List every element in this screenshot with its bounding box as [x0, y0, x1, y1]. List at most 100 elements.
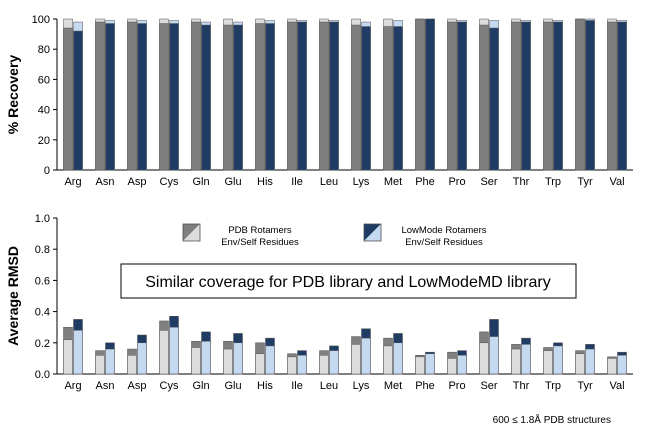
- x-tick-label: Val: [609, 176, 624, 188]
- lowmode-self-bar: [73, 330, 83, 375]
- x-tick-label: Asn: [96, 380, 115, 392]
- x-tick-label: Ile: [291, 380, 303, 392]
- x-tick-label: Lys: [353, 380, 370, 392]
- x-tick-label: Arg: [64, 176, 81, 188]
- pdb-env-bar: [127, 21, 137, 171]
- lowmode-self-bar: [233, 342, 243, 375]
- callout-text: Similar coverage for PDB library and Low…: [145, 274, 550, 291]
- pdb-env-bar: [415, 18, 425, 171]
- lowmode-self-bar: [201, 340, 211, 375]
- pdb-self-bar: [479, 342, 489, 375]
- legend-swatch-lowmode: [363, 223, 382, 242]
- pdb-self-bar: [63, 339, 73, 375]
- x-tick-label: Lys: [353, 176, 370, 188]
- pdb-self-bar: [255, 353, 265, 375]
- lowmode-env-bar: [265, 23, 275, 171]
- pdb-env-bar: [63, 27, 73, 171]
- y-tick-label: 0.4: [35, 307, 50, 319]
- rmsd-chart: 0.0 0.2 0.4 0.6 0.8 1.0 Average RMSD Arg Asn Asp C…: [5, 213, 633, 392]
- x-tick-label: Asp: [128, 176, 147, 188]
- lowmode-self-bar: [457, 355, 467, 375]
- x-tick-label: Asn: [96, 176, 115, 188]
- lowmode-env-bar: [457, 21, 467, 171]
- x-tick-label: Asp: [128, 380, 147, 392]
- y-tick-label: 0.6: [35, 275, 50, 287]
- x-tick-label: Phe: [415, 176, 435, 188]
- lowmode-env-bar: [137, 23, 147, 171]
- lowmode-env-bar: [361, 26, 371, 171]
- x-tick-label: Met: [384, 176, 402, 188]
- x-tick-label: Pro: [448, 176, 465, 188]
- y-tick-label: 0.8: [35, 244, 50, 256]
- legend-swatch-pdb-self: [183, 224, 200, 241]
- lowmode-self-bar: [585, 348, 595, 375]
- pdb-self-bar: [415, 356, 425, 375]
- x-tick-label: Thr: [513, 176, 530, 188]
- y-tick-label: 40: [38, 105, 50, 117]
- y-tick-label: 0: [44, 165, 50, 177]
- lowmode-env-bar: [105, 23, 115, 171]
- lowmode-self-bar: [361, 337, 371, 375]
- lowmode-env-bar: [617, 21, 627, 171]
- lowmode-self-bar: [393, 342, 403, 375]
- pdb-self-bar: [319, 355, 329, 375]
- pdb-self-bar: [447, 358, 457, 375]
- pdb-env-bar: [319, 21, 329, 171]
- pdb-self-bar: [511, 348, 521, 375]
- pdb-env-bar: [159, 23, 169, 171]
- y-axis-title: Average RMSD: [5, 246, 21, 346]
- callout-box: [120, 263, 577, 299]
- x-tick-label: Glu: [224, 380, 241, 392]
- x-tick-label: Met: [384, 380, 402, 392]
- x-tick-label: Phe: [415, 380, 435, 392]
- pdb-env-bar: [223, 24, 233, 171]
- legend-pdb-line2: Env/Self Residues: [221, 237, 299, 248]
- lowmode-env-bar: [169, 23, 179, 171]
- lowmode-env-bar: [393, 26, 403, 171]
- x-tick-label: Gln: [192, 176, 209, 188]
- pdb-self-bar: [383, 345, 393, 375]
- lowmode-self-bar: [329, 350, 339, 375]
- legend-swatch-pdb: [182, 223, 201, 242]
- x-tick-label: Arg: [64, 380, 81, 392]
- lowmode-self-bar: [553, 345, 563, 375]
- lowmode-env-bar: [73, 30, 83, 171]
- lowmode-env-bar: [521, 21, 531, 171]
- lowmode-self-bar: [169, 326, 179, 375]
- x-tick-label: Leu: [320, 380, 338, 392]
- x-tick-label: Leu: [320, 176, 338, 188]
- pdb-env-bar: [479, 24, 489, 171]
- x-tick-label: His: [257, 176, 273, 188]
- pdb-env-bar: [447, 21, 457, 171]
- pdb-env-bar: [287, 21, 297, 171]
- y-axis-title: % Recovery: [5, 55, 21, 135]
- pdb-self-bar: [191, 347, 201, 375]
- pdb-self-bar: [223, 348, 233, 375]
- pdb-self-bar: [575, 353, 585, 375]
- y-tick-label: 1.0: [35, 213, 50, 225]
- y-tick-label: 60: [38, 74, 50, 86]
- legend: PDB Rotamers Env/Self Residues LowMode R…: [182, 223, 487, 248]
- x-tick-label: Pro: [448, 380, 465, 392]
- lowmode-self-bar: [425, 353, 435, 375]
- x-tick-label: Cys: [160, 380, 179, 392]
- x-tick-label: Ser: [480, 380, 497, 392]
- x-tick-label: His: [257, 380, 273, 392]
- pdb-env-bar: [511, 21, 521, 171]
- x-tick-label: Cys: [160, 176, 179, 188]
- x-tick-label: Ile: [291, 176, 303, 188]
- recovery-chart: 0 20 40 60 80 100 % Recovery Arg Asn Asp Cys Gln Glu…: [5, 14, 633, 188]
- lowmode-env-bar: [297, 21, 307, 171]
- lowmode-self-bar: [489, 336, 499, 375]
- x-tick-label: Glu: [224, 176, 241, 188]
- y-tick-label: 20: [38, 135, 50, 147]
- x-tick-label: Val: [609, 380, 624, 392]
- pdb-env-bar: [255, 23, 265, 171]
- legend-swatch-lowmode-self: [364, 224, 381, 241]
- lowmode-self-bar: [105, 348, 115, 375]
- lowmode-self-bar: [521, 344, 531, 375]
- lowmode-self-bar: [137, 342, 147, 375]
- legend-swatch-lowmode-outline: [363, 223, 382, 242]
- x-tick-label: Tyr: [577, 176, 593, 188]
